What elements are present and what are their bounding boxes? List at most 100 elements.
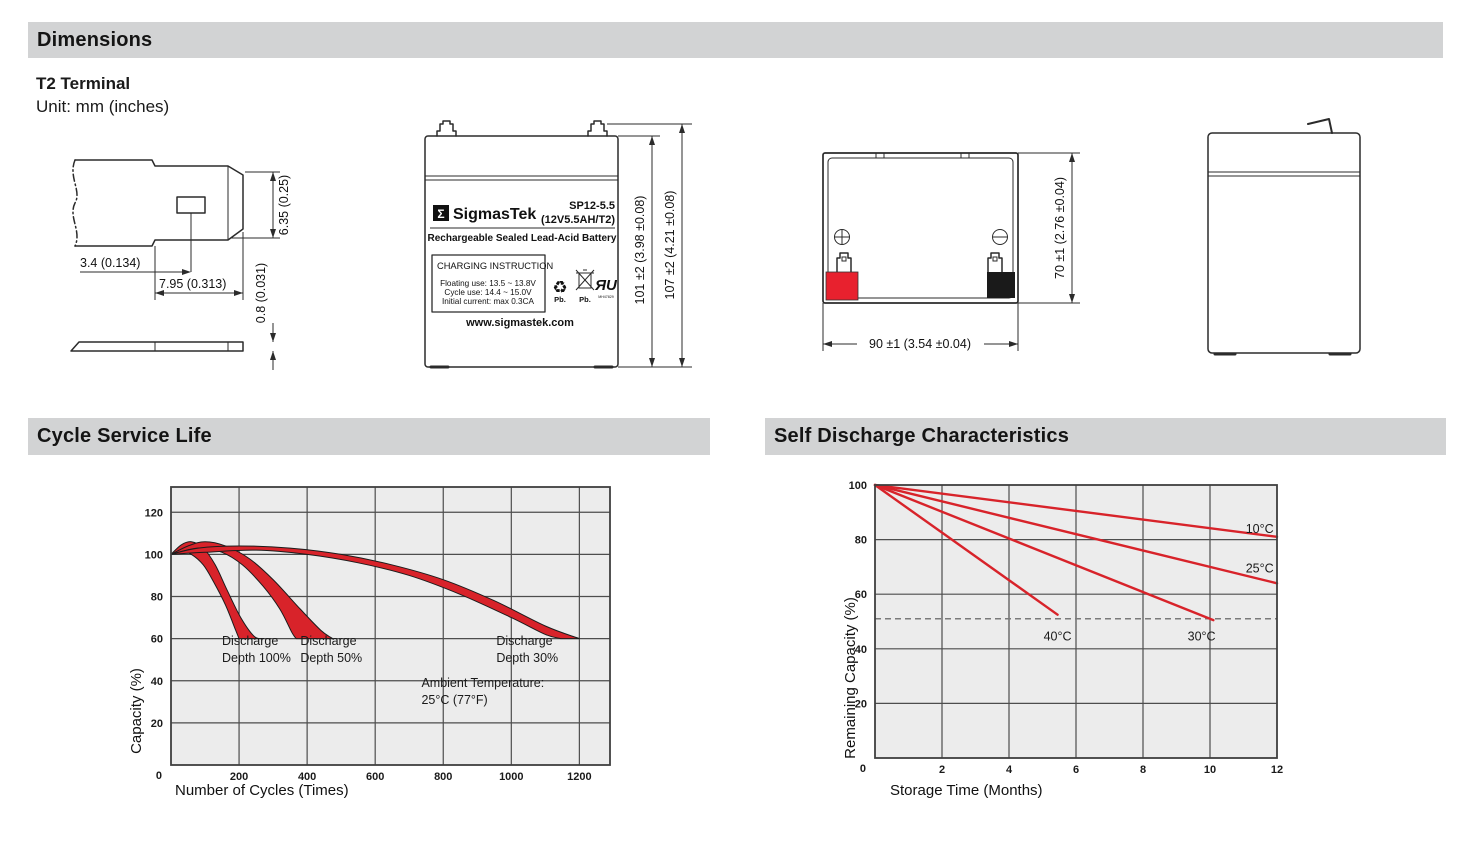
charging-line-3: Initial current: max 0.3CA bbox=[442, 297, 534, 306]
svg-text:60: 60 bbox=[151, 634, 163, 646]
dimensions-title: Dimensions bbox=[37, 28, 153, 51]
dim-width: 90 ±1 (3.54 ±0.04) bbox=[869, 337, 971, 351]
svg-text:60: 60 bbox=[855, 589, 867, 601]
svg-text:Discharge: Discharge bbox=[222, 634, 278, 648]
dim-case-height: 101 ±2 (3.98 ±0.08) bbox=[633, 196, 647, 305]
pb-bin-icon: Pb. bbox=[575, 269, 595, 304]
charging-line-1: Floating use: 13.5 ~ 13.8V bbox=[440, 279, 536, 288]
svg-text:10: 10 bbox=[1204, 764, 1216, 776]
svg-text:8: 8 bbox=[1140, 764, 1146, 776]
side-view-body bbox=[1207, 132, 1361, 354]
svg-text:Depth 50%: Depth 50% bbox=[300, 651, 362, 665]
cycle-life-title: Cycle Service Life bbox=[37, 425, 212, 447]
svg-text:2: 2 bbox=[939, 764, 945, 776]
brand-name: SigmasTek bbox=[453, 206, 536, 223]
dim-overall-height: 107 ±2 (4.21 ±0.08) bbox=[663, 191, 677, 300]
terminal-post-left bbox=[436, 120, 457, 137]
svg-text:Remaining Capacity (%): Remaining Capacity (%) bbox=[842, 597, 859, 759]
cycle-service-life-chart: 200 400 600 800 1000 1200204060801001200Disch… bbox=[128, 486, 611, 799]
dim-terminal-thickness: 0.8 (0.031) bbox=[254, 263, 268, 323]
svg-text:1200: 1200 bbox=[567, 771, 591, 783]
svg-text:6: 6 bbox=[1073, 764, 1079, 776]
pb-recycle-label: Pb. bbox=[554, 295, 566, 304]
top-view-outline bbox=[822, 152, 1019, 304]
svg-text:100: 100 bbox=[145, 549, 163, 561]
self-discharge-chart: 2 4 6 8 10 12 20 40 60 80 100 0 10°C 25°C 30°C 40°C Stor… bbox=[842, 480, 1283, 799]
website: www.sigmastek.com bbox=[465, 317, 574, 329]
svg-text:10°C: 10°C bbox=[1246, 522, 1274, 536]
svg-text:100: 100 bbox=[849, 480, 867, 492]
self-discharge-section-header: Self Discharge Characteristics bbox=[765, 418, 1446, 455]
dim-hole-offset: 3.4 (0.134) bbox=[80, 256, 140, 270]
svg-text:1000: 1000 bbox=[499, 771, 523, 783]
svg-text:♻: ♻ bbox=[552, 278, 567, 297]
svg-text:40: 40 bbox=[855, 644, 867, 656]
svg-text:600: 600 bbox=[366, 771, 384, 783]
svg-text:400: 400 bbox=[298, 771, 316, 783]
svg-text:Discharge: Discharge bbox=[300, 634, 356, 648]
positive-symbol bbox=[834, 229, 850, 245]
svg-text:25°C: 25°C bbox=[1246, 561, 1274, 575]
model-spec: (12V5.5AH/T2) bbox=[541, 214, 615, 226]
svg-text:Capacity (%): Capacity (%) bbox=[128, 668, 145, 754]
charging-instruction-box bbox=[431, 254, 546, 313]
charging-line-2: Cycle use: 14.4 ~ 15.0V bbox=[444, 288, 532, 297]
svg-text:40: 40 bbox=[151, 676, 163, 688]
battery-side-view-drawing bbox=[1207, 118, 1361, 356]
ul-recognized-icon: ЯU MH47829 bbox=[594, 277, 618, 299]
negative-symbol bbox=[992, 229, 1008, 245]
dim-depth: 70 ±1 (2.76 ±0.04) bbox=[1053, 177, 1067, 279]
svg-text:80: 80 bbox=[151, 592, 163, 604]
terminal-hole bbox=[176, 196, 206, 214]
side-terminal-pin bbox=[1307, 118, 1333, 134]
dimensions-section-header: Dimensions bbox=[28, 22, 1443, 58]
terminal-post-right bbox=[587, 120, 608, 137]
faston-tab-right bbox=[987, 252, 1003, 273]
svg-text:200: 200 bbox=[230, 771, 248, 783]
svg-text:Depth 30%: Depth 30% bbox=[496, 651, 558, 665]
battery-top-view-drawing: 70 ±1 (2.76 ±0.04) 90 ±1 (3.54 ±0.04) bbox=[822, 152, 1080, 351]
sigma-logo-icon bbox=[433, 205, 449, 221]
svg-text:80: 80 bbox=[855, 535, 867, 547]
pb-bin-label: Pb. bbox=[579, 295, 591, 304]
svg-text:4: 4 bbox=[1006, 764, 1013, 776]
svg-text:800: 800 bbox=[434, 771, 452, 783]
terminal-type-label: T2 Terminal bbox=[36, 74, 131, 93]
terminal-side-strip bbox=[70, 341, 244, 352]
svg-text:25°C (77°F): 25°C (77°F) bbox=[421, 693, 487, 707]
svg-text:20: 20 bbox=[151, 718, 163, 730]
battery-body bbox=[424, 135, 619, 368]
svg-text:30°C: 30°C bbox=[1188, 630, 1216, 644]
self-discharge-title: Self Discharge Characteristics bbox=[774, 425, 1070, 447]
svg-text:Number of Cycles (Times): Number of Cycles (Times) bbox=[175, 782, 349, 799]
charging-title: CHARGING INSTRUCTION bbox=[437, 261, 553, 271]
unit-note: Unit: mm (inches) bbox=[36, 97, 170, 116]
svg-text:120: 120 bbox=[145, 507, 163, 519]
svg-text:20: 20 bbox=[855, 698, 867, 710]
svg-text:Depth 100%: Depth 100% bbox=[222, 651, 291, 665]
negative-terminal-block bbox=[987, 272, 1015, 298]
ul-code: MH47829 bbox=[598, 295, 614, 299]
battery-front-view-drawing: Σ SigmasTek SP12-5.5 (12V5.5AH/T2) Recha… bbox=[424, 120, 692, 369]
terminal-break-line bbox=[72, 159, 78, 247]
svg-text:Storage Time (Months): Storage Time (Months) bbox=[890, 782, 1043, 799]
pb-recycle-icon: ♻ Pb. bbox=[552, 278, 567, 304]
svg-text:0: 0 bbox=[156, 770, 162, 782]
cycle-life-section-header: Cycle Service Life bbox=[28, 418, 710, 455]
ul-mark: ЯU bbox=[594, 277, 618, 294]
terminal-detail-drawing: 3.4 (0.134) 7.95 (0.313) 6.35 (0.25) 0.8… bbox=[70, 159, 291, 370]
svg-text:0: 0 bbox=[860, 763, 866, 775]
model-number: SP12-5.5 bbox=[569, 200, 615, 212]
battery-subtitle: Rechargeable Sealed Lead-Acid Battery bbox=[428, 233, 617, 244]
dim-terminal-height: 6.35 (0.25) bbox=[277, 175, 291, 235]
sigma-glyph: Σ bbox=[437, 207, 444, 221]
terminal-outline bbox=[74, 159, 244, 247]
svg-text:40°C: 40°C bbox=[1044, 630, 1072, 644]
svg-text:Discharge: Discharge bbox=[496, 634, 552, 648]
svg-text:12: 12 bbox=[1271, 764, 1283, 776]
faston-tab-left bbox=[836, 252, 852, 273]
positive-terminal-block bbox=[825, 271, 859, 301]
dim-terminal-width: 7.95 (0.313) bbox=[159, 277, 226, 291]
svg-text:Ambient Temperature:: Ambient Temperature: bbox=[421, 676, 544, 690]
